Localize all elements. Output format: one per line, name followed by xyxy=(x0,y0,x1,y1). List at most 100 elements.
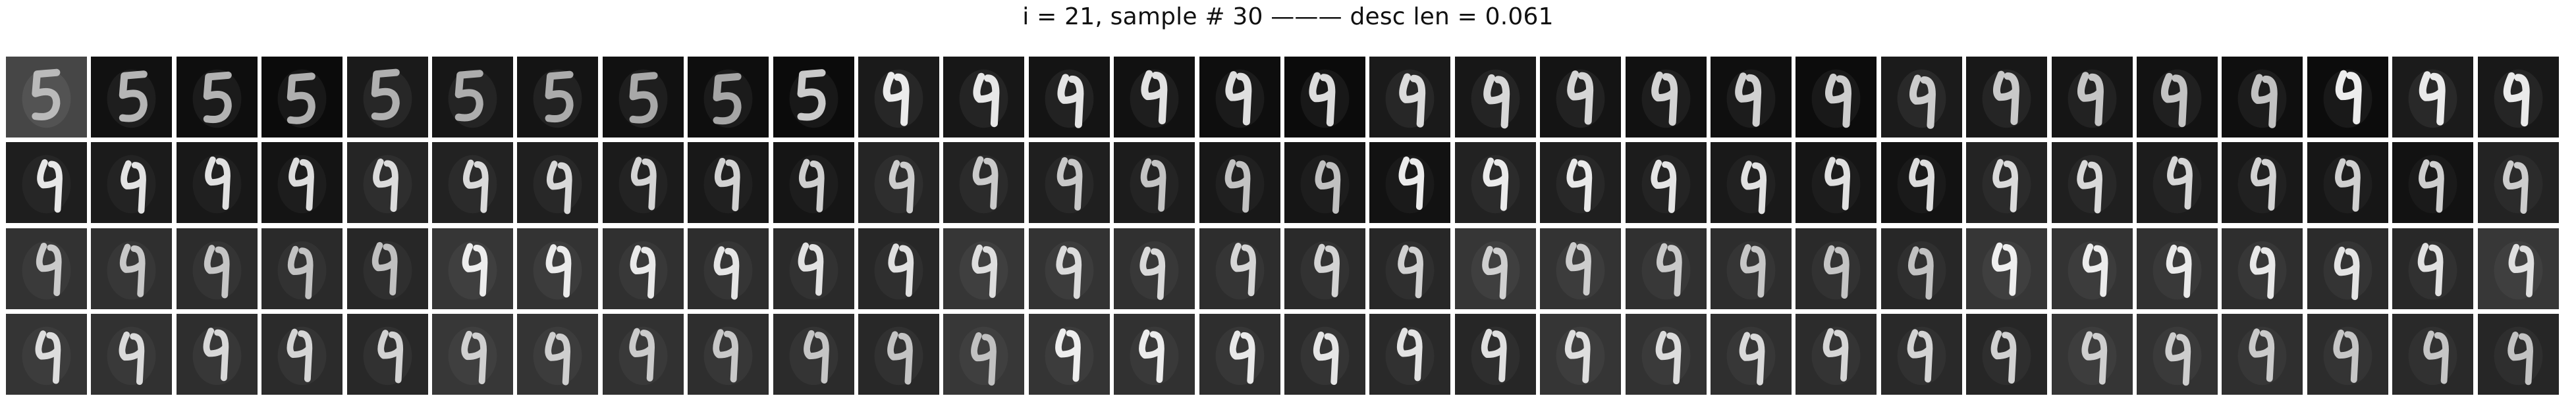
digit-image xyxy=(2307,57,2388,138)
sample-image-tile xyxy=(2051,57,2133,138)
digit-image xyxy=(773,313,854,395)
digit-image xyxy=(858,57,939,138)
sample-image-tile xyxy=(943,313,1025,395)
digit-image xyxy=(91,228,173,309)
digit-image xyxy=(2392,228,2474,309)
digit-image xyxy=(2222,142,2303,224)
sample-image-tile xyxy=(773,57,854,138)
sample-image-tile xyxy=(688,228,769,309)
digit-image xyxy=(2051,313,2133,395)
sample-image-tile xyxy=(176,313,258,395)
digit-image xyxy=(432,57,513,138)
digit-image xyxy=(517,228,599,309)
sample-image-tile xyxy=(2392,142,2474,224)
digit-image xyxy=(943,228,1025,309)
sample-image-tile xyxy=(1284,57,1365,138)
sample-image-tile xyxy=(2477,142,2559,224)
sample-image-tile xyxy=(2222,228,2303,309)
sample-image-tile xyxy=(858,142,939,224)
digit-image xyxy=(1199,142,1280,224)
digit-image xyxy=(2137,228,2218,309)
sample-image-tile xyxy=(2051,142,2133,224)
sample-image-tile xyxy=(2307,142,2388,224)
digit-image xyxy=(2051,57,2133,138)
digit-image xyxy=(1795,228,1877,309)
sample-image-tile xyxy=(1028,228,1110,309)
sample-image-tile xyxy=(1540,142,1622,224)
digit-image xyxy=(773,57,854,138)
sample-image-tile xyxy=(346,142,428,224)
digit-image xyxy=(517,142,599,224)
digit-image xyxy=(346,228,428,309)
digit-image xyxy=(1711,228,1792,309)
digit-image xyxy=(2137,142,2218,224)
sample-image-tile xyxy=(1540,228,1622,309)
sample-image-tile xyxy=(1880,313,1962,395)
sample-image-tile xyxy=(858,228,939,309)
figure-title: i = 21, sample # 30 ——— desc len = 0.061 xyxy=(1022,3,1554,30)
sample-image-tile xyxy=(2137,228,2218,309)
sample-image-tile xyxy=(2137,57,2218,138)
digit-image xyxy=(2137,313,2218,395)
digit-image xyxy=(517,313,599,395)
sample-image-tile xyxy=(1284,142,1365,224)
digit-image xyxy=(602,142,684,224)
digit-image xyxy=(1114,313,1195,395)
sample-image-tile xyxy=(346,313,428,395)
digit-image xyxy=(1369,228,1451,309)
sample-image-tile xyxy=(261,228,343,309)
digit-image xyxy=(1795,142,1877,224)
digit-image xyxy=(2307,142,2388,224)
digit-image xyxy=(1625,313,1707,395)
sample-image-tile xyxy=(1114,228,1195,309)
digit-image xyxy=(176,228,258,309)
digit-image xyxy=(1454,142,1536,224)
sample-image-tile xyxy=(1369,57,1451,138)
digit-image xyxy=(943,57,1025,138)
sample-image-tile xyxy=(1540,313,1622,395)
sample-image-tile xyxy=(1284,313,1365,395)
digit-image xyxy=(1711,142,1792,224)
digit-image xyxy=(1454,228,1536,309)
sample-image-tile xyxy=(688,57,769,138)
digit-image xyxy=(773,142,854,224)
sample-image-tile xyxy=(91,57,173,138)
digit-image xyxy=(6,142,87,224)
digit-image xyxy=(2392,313,2474,395)
sample-image-tile xyxy=(1454,313,1536,395)
sample-image-tile xyxy=(1369,142,1451,224)
sample-image-tile xyxy=(1625,142,1707,224)
digit-image xyxy=(1966,57,2048,138)
sample-image-tile xyxy=(432,313,513,395)
sample-image-tile xyxy=(1966,313,2048,395)
sample-image-tile xyxy=(2477,313,2559,395)
digit-image xyxy=(1795,313,1877,395)
sample-image-tile xyxy=(943,142,1025,224)
sample-image-tile xyxy=(2392,228,2474,309)
sample-image-tile xyxy=(1625,228,1707,309)
digit-image xyxy=(1199,313,1280,395)
sample-image-tile xyxy=(943,228,1025,309)
sample-image-tile xyxy=(1199,228,1280,309)
digit-image xyxy=(2392,142,2474,224)
sample-image-tile xyxy=(1625,57,1707,138)
digit-image xyxy=(2477,313,2559,395)
sample-image-tile xyxy=(1795,313,1877,395)
digit-image xyxy=(261,228,343,309)
digit-image xyxy=(91,57,173,138)
digit-image xyxy=(1625,228,1707,309)
sample-image-tile xyxy=(2307,313,2388,395)
digit-image xyxy=(1795,57,1877,138)
digit-image xyxy=(773,228,854,309)
digit-image xyxy=(1369,313,1451,395)
digit-image xyxy=(1880,142,1962,224)
sample-image-tile xyxy=(517,313,599,395)
sample-image-tile xyxy=(176,57,258,138)
digit-image xyxy=(602,313,684,395)
sample-image-tile xyxy=(1711,142,1792,224)
sample-image-tile xyxy=(1711,313,1792,395)
sample-image-tile xyxy=(2051,228,2133,309)
digit-image xyxy=(1880,313,1962,395)
sample-image-tile xyxy=(1795,228,1877,309)
digit-image xyxy=(1028,57,1110,138)
